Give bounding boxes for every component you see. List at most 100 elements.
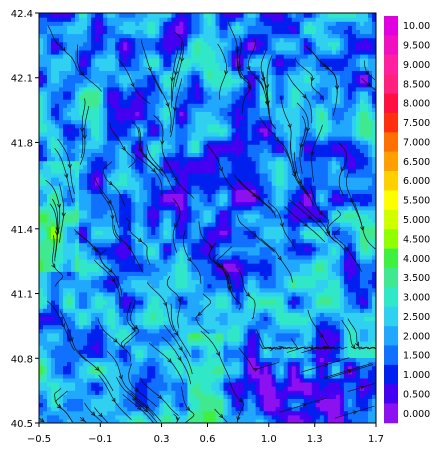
field-cell	[175, 312, 181, 317]
field-cell	[207, 226, 213, 231]
field-cell	[155, 54, 160, 59]
field-cell	[75, 160, 80, 166]
field-cell	[215, 177, 221, 182]
field-cell	[43, 193, 48, 199]
field-cell	[151, 336, 156, 342]
field-cell	[139, 41, 144, 47]
field-cell	[79, 414, 84, 420]
field-cell	[167, 119, 172, 125]
field-cell	[95, 365, 100, 371]
field-cell	[171, 312, 176, 317]
field-cell	[199, 283, 205, 289]
field-cell	[191, 287, 197, 293]
field-cell	[71, 213, 76, 219]
field-cell	[195, 353, 201, 358]
field-cell	[143, 33, 148, 39]
field-cell	[115, 234, 120, 240]
field-cell	[175, 365, 181, 371]
field-cell	[127, 390, 132, 395]
field-cell	[203, 181, 209, 186]
field-cell	[139, 201, 144, 207]
field-cell	[43, 78, 48, 84]
field-cell	[75, 25, 80, 30]
field-cell	[71, 394, 76, 399]
field-cell	[175, 152, 181, 158]
field-cell	[135, 402, 140, 408]
field-cell	[151, 90, 156, 96]
field-cell	[139, 234, 144, 240]
field-cell	[47, 144, 52, 149]
field-cell	[127, 45, 132, 51]
field-cell	[155, 127, 160, 133]
field-cell	[63, 21, 68, 26]
field-cell	[111, 37, 116, 43]
field-cell	[75, 21, 80, 26]
field-cell	[139, 382, 144, 387]
field-cell	[123, 320, 128, 326]
field-cell	[151, 213, 156, 219]
field-cell	[143, 320, 148, 326]
field-cell	[223, 37, 229, 43]
field-cell	[107, 320, 112, 326]
field-cell	[95, 152, 100, 158]
field-cell	[207, 70, 213, 76]
field-cell	[119, 62, 124, 67]
field-cell	[107, 99, 112, 104]
field-cell	[175, 189, 181, 194]
field-cell	[103, 218, 108, 223]
field-cell	[211, 324, 217, 330]
field-cell	[199, 308, 205, 313]
field-cell	[143, 127, 148, 133]
field-cell	[79, 66, 84, 71]
field-cell	[59, 193, 64, 199]
field-cell	[207, 119, 213, 125]
field-cell	[51, 402, 56, 408]
field-cell	[199, 213, 205, 219]
field-cell	[235, 234, 241, 240]
field-cell	[167, 414, 172, 420]
field-cell	[39, 78, 44, 84]
field-cell	[75, 17, 80, 22]
field-cell	[235, 152, 241, 158]
field-cell	[43, 382, 48, 387]
field-cell	[51, 115, 56, 121]
field-cell	[91, 54, 96, 59]
field-cell	[235, 410, 241, 416]
field-cell	[59, 324, 64, 330]
field-cell	[87, 127, 92, 133]
field-cell	[215, 181, 221, 186]
field-cell	[59, 295, 64, 301]
field-cell	[127, 361, 132, 367]
field-cell	[187, 279, 193, 285]
field-cell	[87, 136, 92, 141]
field-cell	[115, 283, 120, 289]
field-cell	[123, 58, 128, 63]
field-cell	[207, 13, 213, 18]
field-cell	[59, 172, 64, 178]
field-cell	[95, 29, 100, 35]
field-cell	[227, 164, 233, 170]
field-cell	[131, 152, 136, 158]
field-cell	[223, 29, 229, 35]
field-cell	[79, 111, 84, 117]
field-cell	[63, 332, 68, 338]
field-cell	[143, 226, 148, 231]
field-cell	[103, 209, 108, 215]
field-cell	[235, 205, 241, 211]
field-cell	[171, 398, 176, 404]
field-cell	[83, 123, 88, 129]
field-cell	[131, 41, 136, 47]
field-cell	[163, 90, 168, 96]
field-cell	[115, 140, 120, 145]
field-cell	[55, 82, 60, 88]
field-cell	[219, 390, 225, 395]
field-cell	[119, 115, 124, 121]
field-cell	[195, 357, 201, 363]
field-cell	[99, 394, 104, 399]
field-cell	[183, 418, 189, 423]
field-cell	[187, 205, 193, 211]
field-cell	[215, 49, 221, 55]
field-cell	[199, 336, 205, 342]
field-cell	[215, 78, 221, 84]
field-cell	[155, 74, 160, 80]
